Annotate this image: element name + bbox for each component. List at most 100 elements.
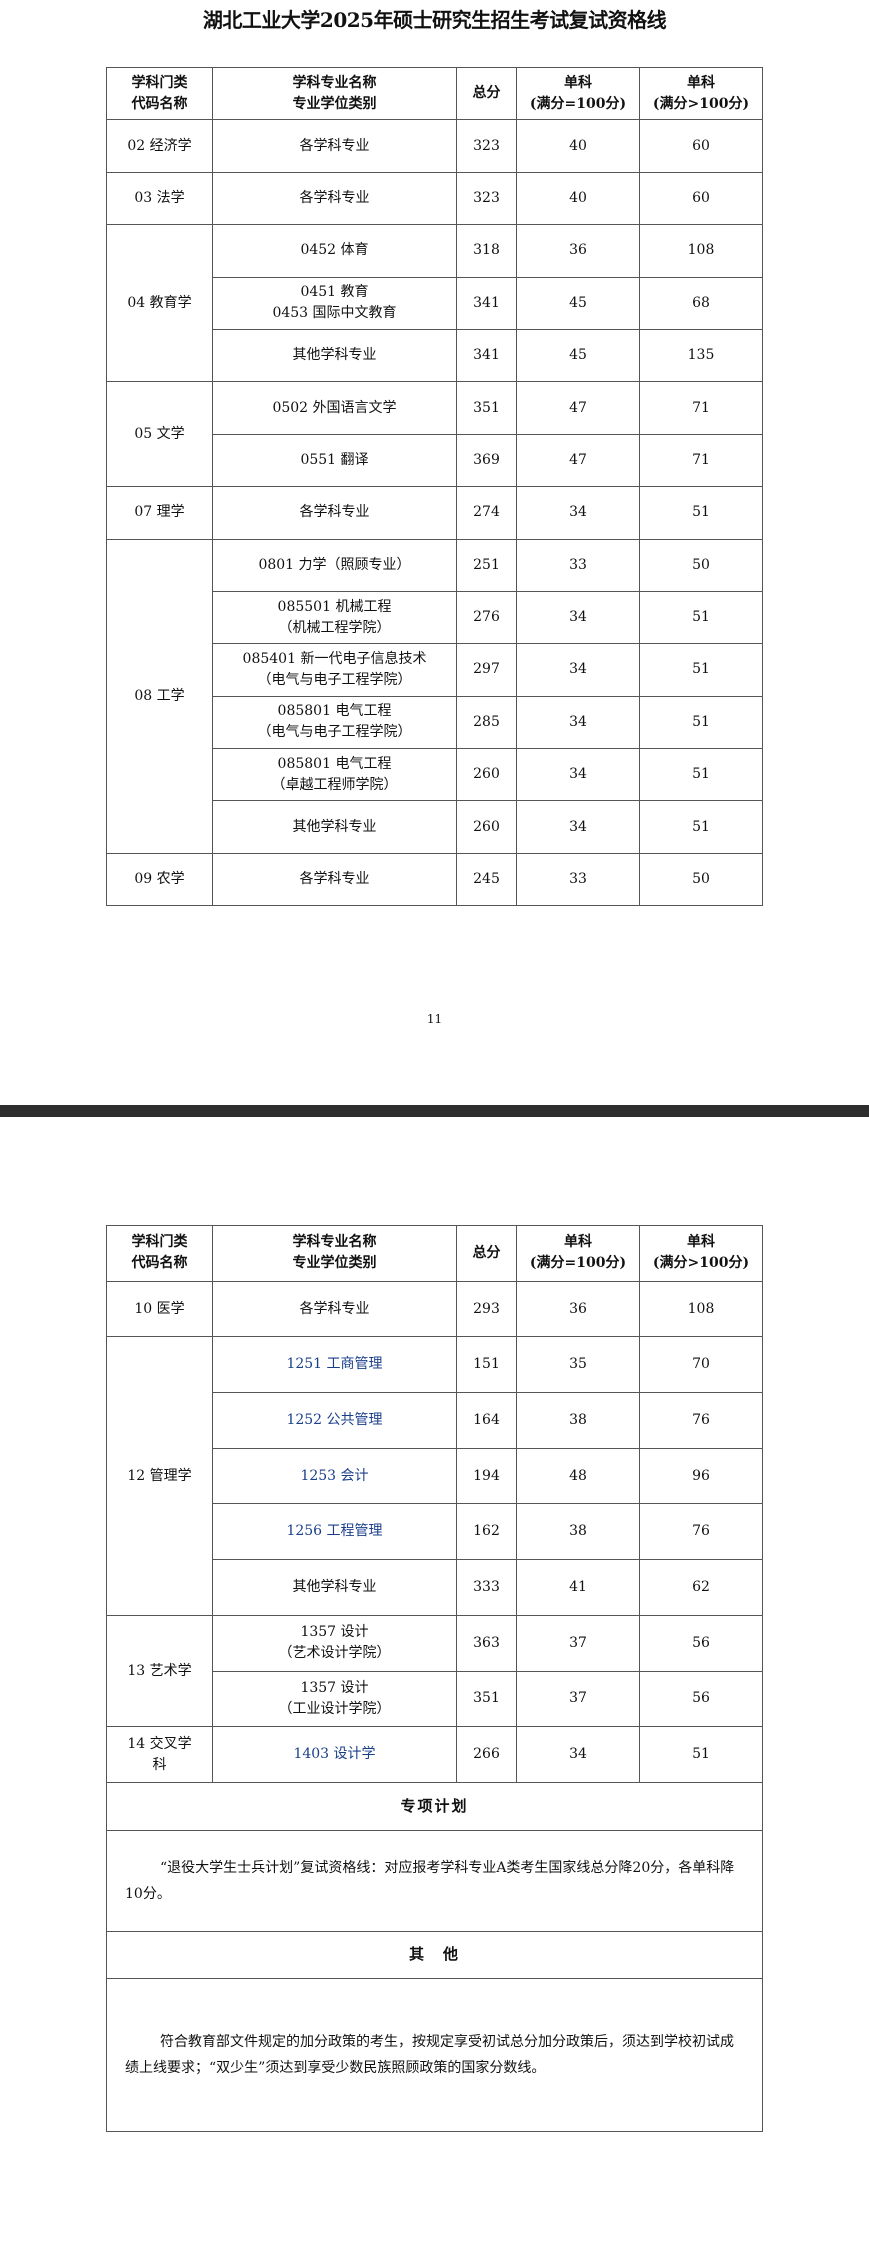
single-subject-over-100-cell: 135 [639,328,763,383]
other-row: 符合教育部文件规定的加分政策的考生，按规定享受初试总分加分政策后，须达到学校初试… [106,1977,763,2132]
total-score-cell: 260 [456,748,517,802]
special-plan-text: “退役大学生士兵计划”复试资格线：对应报考学科专业A类考生国家线总分降20分，各… [106,1829,763,1932]
table-row: 12 管理学 1251 工商管理 151 35 70 [106,1336,763,1616]
total-score-cell: 162 [456,1503,517,1561]
major-cell: 各学科专业 [212,852,457,907]
table-row: 0451 教育 0453 国际中文教育 341 45 68 [107,276,763,330]
table-row: 085401 新一代电子信息技术 （电气与电子工程学院） 297 34 51 [107,643,763,697]
table-row: 09 农学 各学科专业 245 33 50 [106,852,763,907]
single-subject-over-100-cell: 108 [639,1280,763,1338]
total-score-cell: 151 [456,1336,517,1394]
major-cell: 各学科专业 [212,486,457,540]
category-cell: 08 工学 [106,538,213,854]
single-subject-over-100-cell: 108 [639,224,763,278]
single-subject-over-100-cell: 71 [639,433,763,488]
document-title: 湖北工业大学2025年硕士研究生招生考试复试资格线 [202,8,667,32]
table-row: 10 医学 各学科专业 293 36 108 [106,1280,763,1338]
single-subject-over-100-cell: 51 [639,1726,763,1783]
single-subject-100-cell: 37 [516,1670,640,1728]
column-header: 学科门类 代码名称 [106,66,213,121]
header-row: 学科门类 代码名称 学科专业名称 专业学位类别 总分 单科 (满分=100分) 单科 (… [106,1225,763,1282]
table-row: 13 艺术学 1357 设计 （艺术设计学院） 363 37 56 [106,1614,763,1728]
single-subject-over-100-cell: 96 [639,1447,763,1505]
single-subject-over-100-cell: 51 [639,643,763,697]
single-subject-100-cell: 34 [516,486,640,540]
total-score-cell: 293 [456,1280,517,1338]
category-cell: 03 法学 [106,171,213,226]
other-heading: 其 他 [106,1930,763,1979]
table-row: 其他学科专业 341 45 135 [107,328,763,383]
single-subject-over-100-cell: 76 [639,1392,763,1449]
major-cell: 1252 公共管理 [212,1392,457,1449]
single-subject-100-cell: 36 [516,1280,640,1338]
total-score-cell: 333 [456,1559,517,1616]
major-cell: 1256 工程管理 [212,1503,457,1561]
column-header: 单科 (满分>100分) [639,1225,763,1282]
major-cell: 0451 教育 0453 国际中文教育 [212,276,457,330]
total-score-cell: 341 [456,276,517,330]
major-cell: 其他学科专业 [212,800,457,854]
single-subject-100-cell: 34 [516,643,640,697]
special-plan-heading: 专项计划 [106,1781,763,1831]
major-cell: 085801 电气工程 （电气与电子工程学院） [212,695,457,750]
major-cell: 0502 外国语言文学 [212,381,457,435]
header-row: 学科门类 代码名称 学科专业名称 专业学位类别 总分 单科 (满分=100分) 单科 (… [106,66,763,121]
category-cell: 14 交叉学 科 [106,1726,213,1783]
other-heading-row: 其 他 [106,1930,763,1979]
single-subject-100-cell: 45 [516,328,640,383]
total-score-cell: 276 [456,590,517,645]
total-score-cell: 351 [456,381,517,435]
total-score-cell: 260 [456,800,517,854]
column-header: 学科门类 代码名称 [106,1225,213,1282]
total-score-cell: 251 [456,538,517,592]
single-subject-over-100-cell: 51 [639,800,763,854]
single-subject-100-cell: 34 [516,590,640,645]
single-subject-100-cell: 37 [516,1614,640,1672]
single-subject-over-100-cell: 62 [639,1559,763,1616]
category-cell: 10 医学 [106,1280,213,1338]
column-header: 学科专业名称 专业学位类别 [212,1225,457,1282]
total-score-cell: 323 [456,171,517,226]
single-subject-100-cell: 47 [516,381,640,435]
single-subject-over-100-cell: 50 [639,852,763,907]
single-subject-over-100-cell: 51 [639,590,763,645]
total-score-cell: 274 [456,486,517,540]
major-cell: 各学科专业 [212,171,457,226]
column-header: 总分 [456,66,517,121]
single-subject-over-100-cell: 50 [639,538,763,592]
major-cell: 0452 体育 [212,224,457,278]
category-cell: 13 艺术学 [106,1614,213,1728]
total-score-cell: 266 [456,1726,517,1783]
category-cell: 12 管理学 [106,1336,213,1616]
single-subject-over-100-cell: 68 [639,276,763,330]
single-subject-100-cell: 34 [516,800,640,854]
column-header: 学科专业名称 专业学位类别 [212,66,457,121]
category-cell: 02 经济学 [106,119,213,173]
single-subject-over-100-cell: 60 [639,119,763,173]
total-score-cell: 318 [456,224,517,278]
single-subject-over-100-cell: 56 [639,1670,763,1728]
total-score-cell: 323 [456,119,517,173]
total-score-cell: 285 [456,695,517,750]
table-row: 07 理学 各学科专业 274 34 51 [106,486,763,540]
column-header: 单科 (满分=100分) [516,1225,640,1282]
single-subject-over-100-cell: 60 [639,171,763,226]
total-score-cell: 245 [456,852,517,907]
score-table-page-1: 学科门类 代码名称 学科专业名称 专业学位类别 总分 单科 (满分=100分) 单科 (… [106,66,763,907]
major-cell: 各学科专业 [212,1280,457,1338]
major-cell: 1357 设计 （工业设计学院） [212,1670,457,1728]
major-cell: 各学科专业 [212,119,457,173]
total-score-cell: 164 [456,1392,517,1449]
table-row: 04 教育学 0452 体育 318 36 108 [106,224,763,383]
table-row: 0551 翻译 369 47 71 [107,433,763,488]
total-score-cell: 341 [456,328,517,383]
single-subject-over-100-cell: 51 [639,695,763,750]
single-subject-100-cell: 33 [516,538,640,592]
major-cell: 1357 设计 （艺术设计学院） [212,1614,457,1672]
single-subject-over-100-cell: 51 [639,748,763,802]
column-header: 总分 [456,1225,517,1282]
single-subject-100-cell: 36 [516,224,640,278]
single-subject-100-cell: 33 [516,852,640,907]
table-row: 其他学科专业 333 41 62 [107,1559,763,1616]
table-row: 03 法学 各学科专业 323 40 60 [106,171,763,226]
